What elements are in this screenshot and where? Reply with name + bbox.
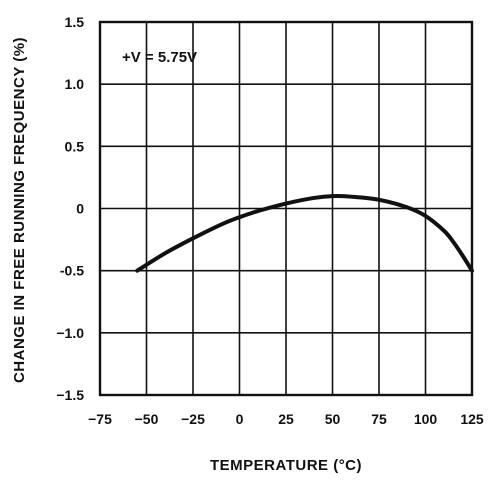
y-tick-label: 0	[76, 201, 84, 217]
y-tick-label: -0.5	[60, 263, 84, 279]
y-axis-label: CHANGE IN FREE RUNNING FREQUENCY (%)	[11, 37, 28, 383]
x-tick-label: 75	[371, 411, 387, 427]
y-tick-label: 1.0	[65, 76, 85, 92]
series-group	[135, 193, 474, 273]
x-tick-label: 50	[325, 411, 341, 427]
x-tick-label: 125	[460, 411, 484, 427]
x-tick-label: −25	[181, 411, 205, 427]
y-tick-label: 0.5	[65, 138, 85, 154]
plot-frame	[98, 20, 474, 397]
y-tick-labels: 1.5 1.0 0.5 0 -0.5 −1.0 −1.5	[56, 14, 84, 403]
x-axis-label: TEMPERATURE (°C)	[210, 457, 362, 474]
x-tick-label: −50	[135, 411, 159, 427]
gridlines	[100, 22, 472, 395]
x-tick-label: −75	[88, 411, 112, 427]
y-tick-label: −1.5	[56, 387, 84, 403]
y-tick-label: −1.0	[56, 325, 84, 341]
x-tick-label: 0	[236, 411, 244, 427]
annotation-voltage: +V = 5.75V	[122, 49, 197, 66]
x-tick-label: 25	[278, 411, 294, 427]
x-tick-labels: −75 −50 −25 0 25 50 75 100 125	[88, 411, 484, 427]
y-tick-label: 1.5	[65, 14, 85, 30]
series-line	[135, 193, 474, 273]
x-tick-label: 100	[414, 411, 438, 427]
